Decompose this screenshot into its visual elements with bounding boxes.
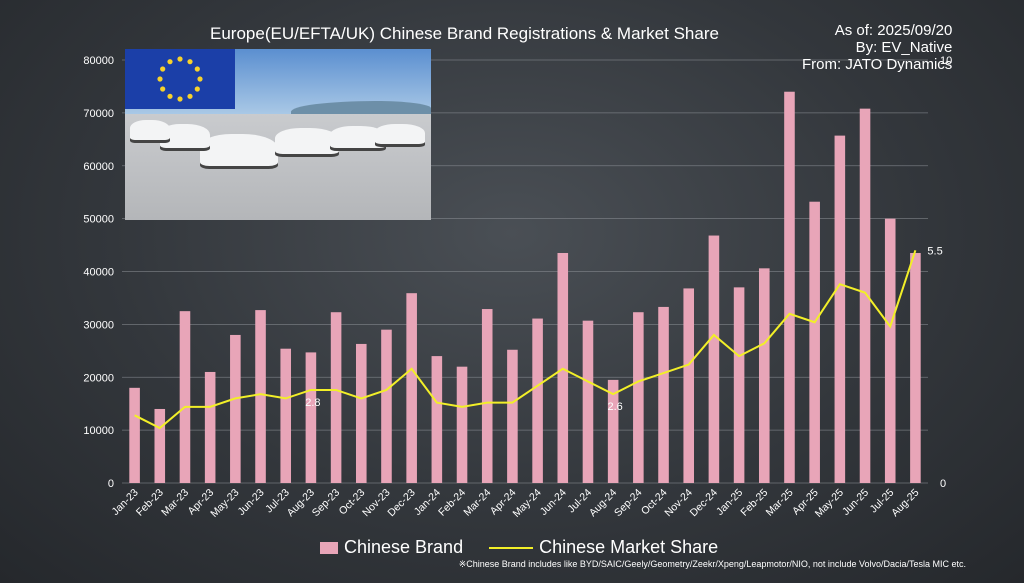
- x-tick-label: Aug-25: [889, 487, 922, 520]
- bar: [481, 309, 493, 483]
- flag-star: [167, 93, 173, 99]
- eu-flag-car-photo: [125, 49, 431, 220]
- bar: [658, 306, 669, 483]
- bar: [884, 218, 896, 483]
- bar: [733, 287, 745, 483]
- y-tick-label: 20000: [83, 372, 114, 384]
- flag-star: [187, 93, 193, 99]
- flag-star: [197, 76, 203, 82]
- chart-legend: Chinese Brand Chinese Market Share: [320, 537, 718, 558]
- x-tick-label: Dec-24: [688, 487, 721, 520]
- x-tick-label: Feb-25: [738, 487, 770, 519]
- flag-star: [160, 86, 166, 92]
- bar: [784, 91, 795, 483]
- x-tick-label: Jun-24: [538, 487, 569, 518]
- x-tick-label: Dec-23: [385, 487, 418, 520]
- x-tick-label: Feb-23: [134, 487, 166, 519]
- flag-star: [194, 86, 200, 92]
- bar: [280, 348, 292, 483]
- bar: [154, 408, 166, 483]
- flag-star: [167, 59, 173, 65]
- bar: [230, 334, 241, 483]
- x-tick-label: May-23: [208, 487, 241, 520]
- source-info: As of: 2025/09/20 By: EV_Native From: JA…: [802, 22, 952, 73]
- x-tick-label: Mar-23: [159, 487, 191, 519]
- flag-star: [160, 66, 166, 72]
- car-shape: [130, 120, 170, 140]
- y-tick-label: 70000: [83, 108, 114, 120]
- as-of-date: As of: 2025/09/20: [834, 22, 953, 39]
- x-tick-label: Mar-25: [764, 487, 796, 519]
- author-credit: By: EV_Native: [855, 39, 953, 56]
- car-shape: [375, 124, 425, 144]
- bar: [910, 252, 921, 483]
- share-line: [134, 250, 917, 430]
- bar: [532, 318, 543, 483]
- bar: [204, 371, 216, 483]
- data-label: 2.8: [305, 397, 320, 409]
- x-tick-label: May-24: [510, 487, 543, 520]
- bar: [305, 352, 317, 483]
- x-tick-label: Sep-23: [310, 487, 343, 520]
- bar: [431, 356, 443, 483]
- bar: [859, 108, 871, 484]
- car-shape: [330, 126, 386, 148]
- data-label: 2.6: [608, 401, 623, 413]
- bar: [355, 343, 367, 483]
- bar: [633, 312, 644, 483]
- legend-label-bars: Chinese Brand: [344, 537, 464, 557]
- flag-star: [187, 59, 193, 65]
- data-source: From: JATO Dynamics: [802, 56, 953, 73]
- bar: [809, 201, 820, 483]
- x-tick-label: Jun-23: [235, 487, 266, 518]
- car-shape: [275, 128, 339, 154]
- photo-car-lot: [125, 114, 431, 220]
- x-tick-label: May-25: [813, 487, 846, 520]
- bar: [456, 366, 468, 483]
- flag-star: [157, 76, 163, 82]
- bar: [255, 310, 266, 483]
- x-tick-label: Mar-24: [461, 487, 493, 519]
- bar: [834, 135, 846, 483]
- y2-tick-label: 10: [940, 55, 952, 67]
- bar: [607, 379, 619, 483]
- flag-star: [177, 56, 183, 62]
- y-tick-label: 0: [108, 478, 114, 490]
- x-tick-label: Feb-24: [436, 487, 468, 519]
- y-tick-label: 40000: [83, 267, 114, 279]
- bar: [507, 349, 518, 483]
- flag-star: [194, 66, 200, 72]
- y-tick-label: 60000: [83, 161, 114, 173]
- bar: [683, 288, 695, 483]
- data-label: 5.5: [927, 245, 942, 257]
- y-tick-label: 10000: [83, 425, 114, 437]
- bar: [406, 293, 417, 483]
- footnote: ※Chinese Brand includes like BYD/SAIC/Ge…: [458, 559, 966, 569]
- bar: [330, 312, 342, 483]
- y2-tick-label: 0: [940, 478, 946, 490]
- legend-line-swatch: [489, 546, 534, 549]
- bar: [381, 329, 392, 483]
- chart-title: Europe(EU/EFTA/UK) Chinese Brand Registr…: [210, 24, 719, 43]
- bar: [582, 320, 594, 483]
- y-tick-label: 80000: [83, 55, 114, 67]
- legend-label-line: Chinese Market Share: [539, 537, 719, 557]
- legend-bar-swatch: [320, 541, 338, 554]
- bar: [758, 268, 770, 483]
- eu-flag-icon: [125, 49, 235, 109]
- bar: [129, 387, 140, 483]
- y-tick-label: 30000: [83, 319, 114, 331]
- bar: [708, 235, 720, 483]
- x-tick-label: Sep-24: [612, 487, 645, 520]
- y-tick-label: 50000: [83, 214, 114, 226]
- x-tick-label: Jun-25: [840, 487, 871, 518]
- bar: [179, 311, 191, 483]
- car-shape: [200, 134, 278, 166]
- flag-star: [177, 96, 183, 102]
